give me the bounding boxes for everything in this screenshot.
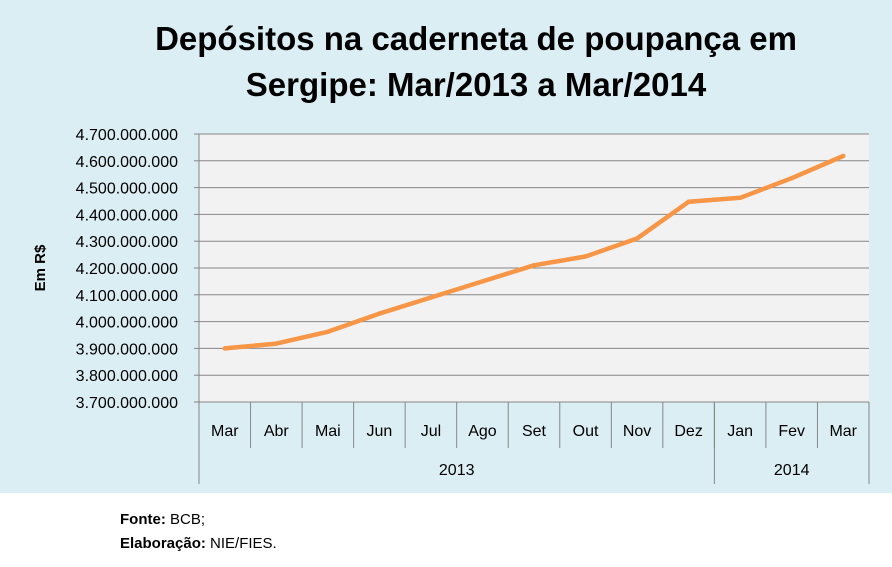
data-point: [531, 263, 537, 268]
y-tick-label: 4.600.000.000: [76, 154, 178, 171]
elaboration-label: Elaboração:: [120, 535, 206, 552]
data-point: [737, 195, 743, 200]
y-tick-label: 3.700.000.000: [76, 395, 178, 412]
y-tick-label: 4.100.000.000: [76, 288, 178, 305]
chart-area: Depósitos na caderneta de poupança em Se…: [0, 0, 892, 493]
chart-title-line-1: Depósitos na caderneta de poupança em: [155, 20, 797, 57]
x-tick-label: Abr: [264, 423, 290, 440]
x-tick-label: Dez: [674, 423, 702, 440]
data-point: [377, 311, 382, 316]
y-tick-label: 4.300.000.000: [76, 234, 178, 251]
x-tick-label: Out: [573, 423, 599, 440]
y-tick-label: 4.000.000.000: [76, 315, 178, 332]
x-tick-label: Jun: [366, 423, 392, 440]
source-line: Fonte: BCB;: [120, 508, 277, 532]
x-tick-label: Ago: [468, 423, 497, 440]
x-group-label: 2013: [439, 462, 475, 479]
y-tick-label: 3.800.000.000: [76, 368, 178, 385]
elaboration-value: NIE/FIES.: [205, 535, 277, 552]
y-tick-label: 4.400.000.000: [76, 207, 178, 224]
data-point: [634, 236, 640, 241]
y-tick-label: 3.900.000.000: [76, 341, 178, 358]
data-point: [686, 199, 691, 205]
y-tick-label: 4.500.000.000: [76, 181, 178, 198]
data-point: [428, 295, 434, 300]
data-point: [274, 341, 279, 346]
x-tick-label: Fev: [778, 423, 805, 440]
x-group-label: 2014: [774, 462, 810, 479]
data-point: [325, 329, 331, 334]
y-tick-label: 4.700.000.000: [76, 127, 178, 144]
y-axis-label: Em R$: [32, 244, 49, 291]
source-note: Fonte: BCB; Elaboração: NIE/FIES.: [120, 508, 277, 556]
data-point: [841, 153, 846, 159]
data-point: [789, 176, 794, 181]
elaboration-line: Elaboração: NIE/FIES.: [120, 532, 277, 556]
source-value: BCB;: [165, 511, 206, 528]
chart-title-line-2: Sergipe: Mar/2013 a Mar/2014: [245, 66, 707, 103]
x-tick-label: Jul: [421, 423, 441, 440]
line-chart: 4.700.000.000 4.600.000.000 4.500.000.000 4…: [32, 127, 870, 484]
x-tick-label: Mar: [211, 423, 239, 440]
x-tick-label: Jan: [727, 423, 753, 440]
x-tick-label: Set: [522, 423, 547, 440]
x-tick-label: Nov: [623, 423, 651, 440]
data-point: [583, 254, 588, 259]
data-point: [222, 346, 227, 351]
data-point: [480, 279, 485, 284]
x-tick-label: Mai: [315, 423, 341, 440]
x-tick-label: Mar: [829, 423, 857, 440]
y-tick-label: 4.200.000.000: [76, 261, 178, 278]
source-label: Fonte:: [120, 511, 166, 528]
